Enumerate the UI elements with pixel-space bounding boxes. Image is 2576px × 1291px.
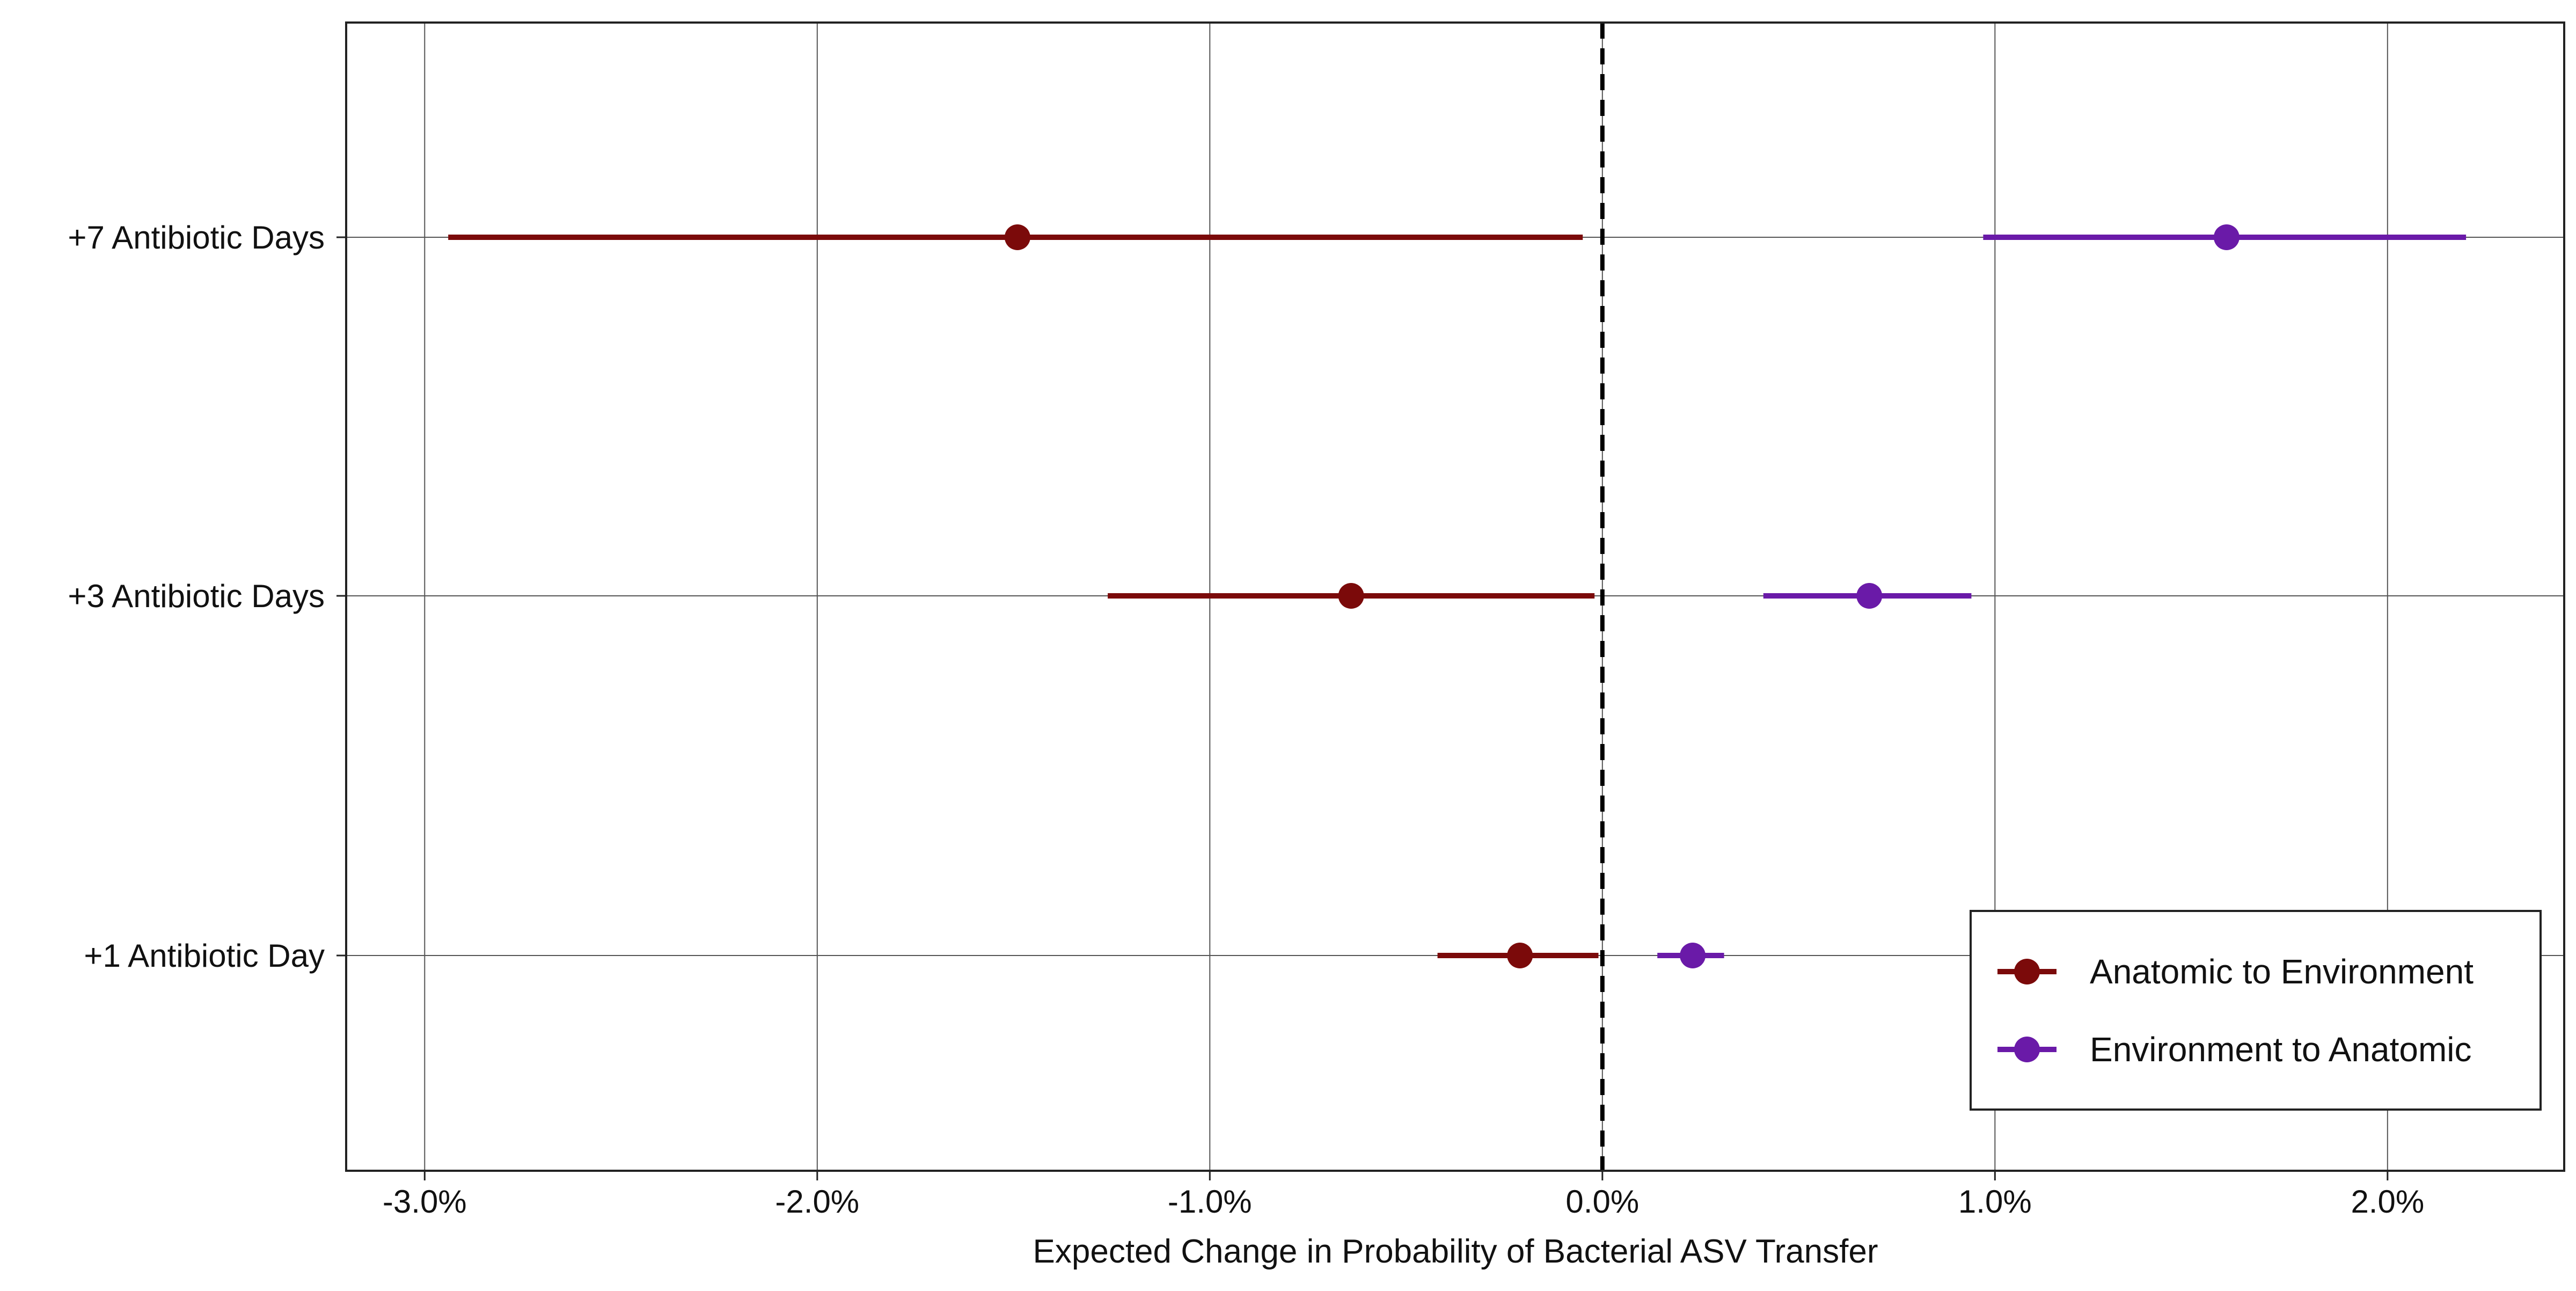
x-axis-ticks: -3.0% -2.0% -1.0% 0.0% 1.0% 2.0% — [383, 1171, 2424, 1220]
point-estimate-marker — [1507, 943, 1533, 968]
point-estimate-marker — [1004, 224, 1030, 250]
point-estimate-marker — [1856, 583, 1883, 609]
x-tick-label: 0.0% — [1565, 1184, 1639, 1220]
y-tick-label: +3 Antibiotic Days — [68, 578, 325, 614]
series-environment-to-anatomic — [1657, 224, 2467, 968]
x-tick-label: 1.0% — [1958, 1184, 2032, 1220]
x-tick-label: -3.0% — [383, 1184, 467, 1220]
x-tick-label: -1.0% — [1168, 1184, 1252, 1220]
x-tick-label: -2.0% — [775, 1184, 859, 1220]
x-axis-title: Expected Change in Probability of Bacter… — [1033, 1233, 1878, 1270]
point-estimate-marker — [1680, 943, 1706, 968]
y-tick-label: +7 Antibiotic Days — [68, 220, 325, 256]
legend-box — [1970, 910, 2542, 1111]
legend-label: Environment to Anatomic — [2090, 1030, 2471, 1069]
legend-marker-swatch — [2014, 959, 2040, 984]
y-axis-ticks: +7 Antibiotic Days +3 Antibiotic Days +1 A… — [68, 220, 346, 974]
series-anatomic-to-environment — [448, 224, 1599, 968]
legend-marker-swatch — [2014, 1037, 2040, 1062]
x-tick-label: 2.0% — [2351, 1184, 2424, 1220]
series-group — [448, 224, 2467, 968]
y-tick-label: +1 Antibiotic Day — [84, 938, 325, 974]
legend: Anatomic to Environment Environment to An… — [1970, 910, 2542, 1111]
point-estimate-marker — [1338, 583, 1364, 609]
legend-label: Anatomic to Environment — [2090, 952, 2473, 991]
point-estimate-marker — [2213, 224, 2240, 250]
